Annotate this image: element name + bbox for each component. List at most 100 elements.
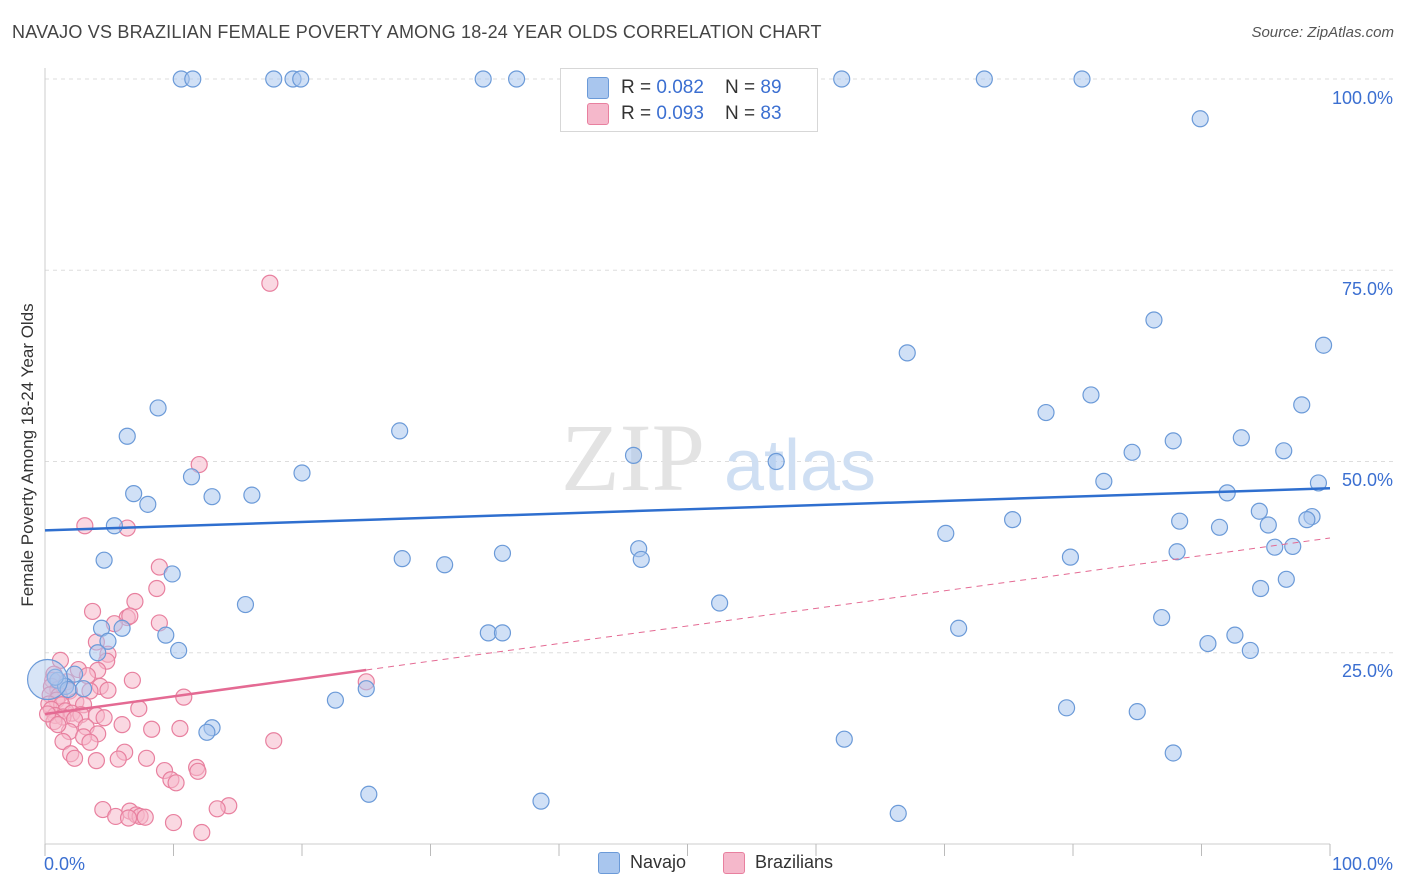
navajo-point	[125, 485, 143, 503]
watermark-atlas: atlas	[724, 426, 876, 506]
tick-labels: 100.0% 75.0% 50.0% 25.0% 0.0% 100.0%	[44, 88, 1393, 874]
brazilians-point	[189, 762, 207, 780]
navajo-n-label: N =	[725, 77, 761, 98]
navajo-point	[46, 668, 64, 686]
navajo-point	[1168, 543, 1186, 561]
brazilians-point	[136, 808, 154, 826]
navajo-point	[243, 486, 261, 504]
navajo-point	[436, 556, 454, 574]
navajo-point	[1191, 110, 1209, 128]
navajo-point	[157, 626, 175, 644]
x-tick-0: 0.0%	[44, 854, 85, 874]
brazilians-point	[208, 800, 226, 818]
navajo-point	[236, 595, 255, 614]
navajo-r-label: R =	[621, 77, 657, 98]
navajo-point	[1171, 512, 1189, 530]
navajo-point	[265, 70, 283, 88]
navajo-point	[293, 464, 311, 482]
navajo-point	[950, 619, 968, 637]
navajo-point	[1226, 626, 1244, 644]
brazilians-point	[167, 774, 185, 792]
brazilians-r-value: 0.093	[656, 103, 704, 124]
navajo-point	[1164, 432, 1182, 450]
brazilians-point	[87, 752, 106, 770]
navajo-point	[1232, 429, 1250, 447]
navajo-point	[1259, 516, 1277, 534]
navajo-point	[170, 641, 188, 660]
brazilians-r-label: R =	[621, 103, 657, 124]
navajo-r-value: 0.082	[656, 77, 704, 98]
navajo-stats: R = 0.082 N = 89	[621, 77, 782, 99]
navajo-point	[89, 644, 107, 662]
brazilians-point	[123, 671, 141, 689]
gridlines	[45, 78, 1393, 654]
brazilians-point	[83, 602, 102, 621]
navajo-point	[493, 624, 512, 642]
navajo-point	[198, 723, 216, 741]
brazilians-point	[190, 455, 208, 474]
navajo-point	[493, 544, 512, 562]
navajo-point	[163, 565, 181, 583]
navajo-legend-swatch	[598, 852, 620, 874]
brazilians-point	[81, 733, 99, 751]
chart-title: NAVAJO VS BRAZILIAN FEMALE POVERTY AMONG…	[12, 22, 822, 42]
brazilians-point	[119, 809, 138, 827]
navajo-point	[1250, 502, 1268, 520]
brazilians-stats: R = 0.093 N = 83	[621, 103, 782, 125]
brazilians-point	[265, 732, 283, 750]
navajo-point	[326, 691, 345, 709]
navajo-point	[105, 517, 123, 535]
brazilians-legend-swatch	[723, 852, 745, 874]
navajo-point	[898, 344, 916, 362]
navajo-point	[95, 551, 113, 569]
navajo-point	[139, 495, 157, 513]
navajo-point	[1277, 570, 1295, 588]
y-tick-100: 100.0%	[1332, 88, 1393, 108]
y-tick-50: 50.0%	[1342, 470, 1393, 490]
brazilians-points	[38, 274, 375, 842]
navajo-point	[1314, 336, 1333, 354]
navajo-point	[889, 804, 907, 823]
navajo-point	[113, 619, 131, 637]
navajo-point	[1095, 472, 1113, 490]
navajo-point	[624, 446, 643, 464]
navajo-point	[1309, 474, 1328, 492]
navajo-legend-label: Navajo	[630, 852, 687, 872]
navajo-point	[1199, 634, 1217, 653]
navajo-point	[937, 524, 955, 543]
navajo-point	[292, 70, 310, 88]
navajo-point	[507, 70, 526, 88]
source-label: Source: ZipAtlas.com	[1251, 24, 1394, 41]
navajo-point	[1298, 511, 1316, 529]
navajo-point	[1153, 608, 1171, 627]
brazilians-point	[261, 274, 279, 292]
navajo-point	[184, 70, 202, 88]
brazilians-point	[137, 749, 156, 767]
brazilians-point	[113, 716, 131, 734]
navajo-swatch	[587, 77, 609, 99]
navajo-point	[391, 422, 409, 440]
navajo-point	[1061, 548, 1080, 566]
brazilians-point	[164, 813, 183, 832]
brazilians-point	[143, 720, 161, 738]
navajo-point	[182, 468, 201, 486]
y-tick-25: 25.0%	[1342, 661, 1393, 681]
navajo-point	[711, 594, 729, 612]
brazilians-point	[126, 592, 144, 611]
navajo-point	[357, 680, 375, 698]
navajo-point	[74, 680, 93, 698]
navajo-point	[1004, 511, 1022, 529]
navajo-point	[1266, 538, 1284, 556]
navajo-point	[1241, 641, 1259, 660]
y-tick-75: 75.0%	[1342, 279, 1393, 299]
navajo-point	[360, 785, 378, 803]
navajo-point	[1037, 403, 1055, 422]
brazilians-swatch	[587, 103, 609, 125]
brazilians-point	[54, 732, 72, 751]
navajo-point	[474, 70, 492, 88]
navajo-point	[118, 427, 136, 445]
brazilians-n-value: 83	[760, 103, 782, 124]
x-tick-100: 100.0%	[1332, 854, 1393, 874]
navajo-trend-line	[44, 487, 1331, 532]
